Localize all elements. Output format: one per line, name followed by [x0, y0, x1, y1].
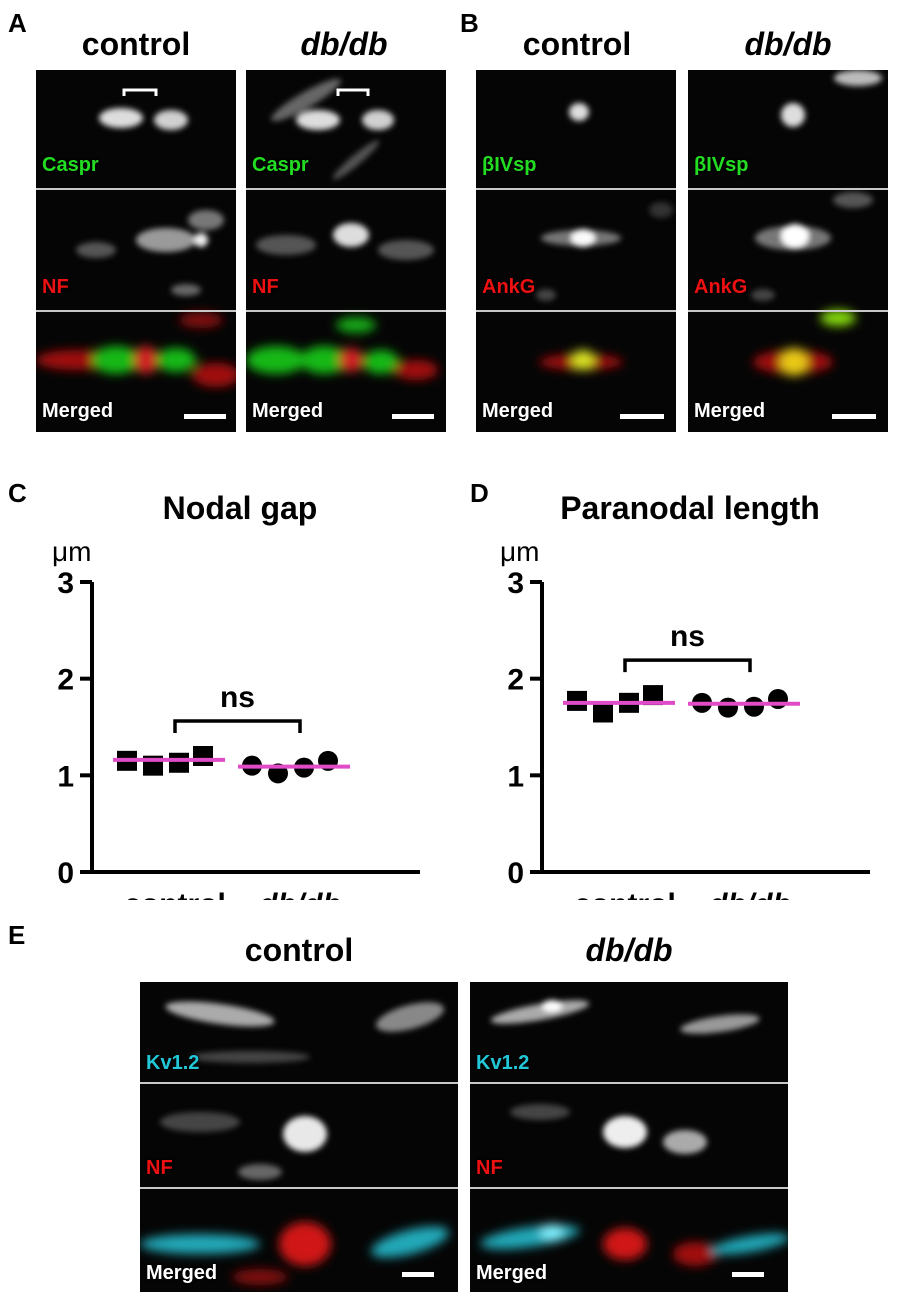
divider — [470, 1082, 788, 1084]
channel-label-merged: Merged — [476, 1262, 548, 1284]
panel-e-image-dbdb: Kv1.2 NF Merged — [470, 982, 788, 1292]
panel-d-chart: 0 1 2 3 control db/db ns — [507, 567, 870, 900]
panel-c-letter: C — [8, 478, 27, 508]
data-point-circle — [744, 696, 764, 717]
panel-a-image-dbdb: Caspr NF Merged — [246, 70, 446, 432]
y-tick-label: 1 — [507, 760, 524, 793]
channel-label-merged: Merged — [694, 400, 766, 422]
channel-label-merged: Merged — [146, 1262, 218, 1284]
channel-label-ankg: AnkG — [694, 276, 748, 298]
panel-d-title: Paranodal length — [560, 490, 820, 526]
divider — [476, 188, 676, 190]
scale-bar — [184, 414, 226, 419]
panel-e-letter: E — [8, 920, 26, 950]
channel-label-bivsp: βIVsp — [694, 154, 749, 176]
x-tick-label: control — [574, 888, 676, 900]
divider — [688, 188, 888, 190]
panel-c-ylabel: μm — [52, 536, 92, 567]
panel-b-col-dbdb: db/db — [744, 26, 832, 62]
y-tick-label: 0 — [507, 857, 524, 890]
significance-bracket — [623, 658, 752, 673]
panel-b-image-control-art — [536, 103, 673, 370]
divider — [246, 310, 446, 312]
panel-d-ylabel: μm — [500, 536, 540, 567]
y-tick-label: 3 — [507, 567, 524, 600]
channel-label-nf: NF — [146, 1157, 173, 1179]
divider — [36, 310, 236, 312]
divider — [246, 188, 446, 190]
panel-e-col-control: control — [244, 932, 354, 968]
y-tick-label: 3 — [57, 567, 74, 600]
panel-e-image-control: Kv1.2 NF Merged — [140, 982, 458, 1292]
channel-label-nf: NF — [476, 1157, 503, 1179]
scale-bar — [402, 1272, 434, 1277]
data-point-square — [643, 685, 663, 706]
panel-b-letter: B — [460, 8, 479, 38]
panel-a-letter: A — [8, 8, 27, 38]
significance-label: ns — [220, 681, 255, 714]
x-tick-label: db/db — [259, 888, 341, 900]
y-tick-label: 0 — [57, 857, 74, 890]
panel-a-image-control-art — [36, 88, 236, 387]
panel-b-image-control: βIVsp AnkG Merged — [476, 70, 676, 432]
panel-c-title: Nodal gap — [162, 490, 318, 526]
y-tick-label: 2 — [507, 664, 524, 697]
y-tick-label: 2 — [57, 664, 74, 697]
y-tick-label: 1 — [57, 760, 74, 793]
channel-label-merged: Merged — [252, 400, 324, 422]
x-tick-label: db/db — [709, 888, 791, 900]
divider — [140, 1082, 458, 1084]
panel-b-image-dbdb-art — [751, 70, 882, 376]
data-point-square — [593, 702, 613, 723]
channel-label-bivsp: βIVsp — [482, 154, 537, 176]
panel-a-image-dbdb-art — [246, 78, 438, 380]
channel-label-caspr: Caspr — [252, 154, 309, 176]
channel-label-kv12: Kv1.2 — [146, 1052, 200, 1074]
x-tick-label: control — [124, 888, 226, 900]
panel-b-col-control: control — [522, 26, 632, 62]
divider — [140, 1187, 458, 1189]
channel-label-nf: NF — [42, 276, 69, 298]
panel-a-col-dbdb: db/db — [300, 26, 388, 62]
channel-label-merged: Merged — [42, 400, 114, 422]
scale-bar — [732, 1272, 764, 1277]
channel-label-merged: Merged — [482, 400, 554, 422]
scale-bar — [620, 414, 664, 419]
panel-c-chart: 0 1 2 3 control db/db ns — [57, 567, 420, 900]
significance-bracket — [173, 719, 302, 733]
panel-b-image-dbdb: βIVsp AnkG Merged — [688, 70, 888, 432]
data-point-square — [193, 746, 213, 766]
significance-label: ns — [670, 620, 705, 653]
divider — [470, 1187, 788, 1189]
panel-a-image-control: Caspr NF Merged — [36, 70, 236, 432]
data-point-square — [169, 752, 189, 773]
panel-a-col-control: control — [81, 26, 191, 62]
panel-e-image-control-art — [140, 1001, 449, 1285]
scale-bar — [832, 414, 876, 419]
scale-bar — [392, 414, 434, 419]
panel-e-col-dbdb: db/db — [585, 932, 673, 968]
channel-label-caspr: Caspr — [42, 154, 99, 176]
panel-d-letter: D — [470, 478, 489, 508]
divider — [36, 188, 236, 190]
panel-e-image-dbdb-art — [480, 1000, 788, 1266]
channel-label-kv12: Kv1.2 — [476, 1052, 530, 1074]
data-point-circle — [718, 697, 738, 718]
divider — [688, 310, 888, 312]
channel-label-ankg: AnkG — [482, 276, 536, 298]
channel-label-nf: NF — [252, 276, 279, 298]
data-point-circle — [768, 688, 788, 709]
divider — [476, 310, 676, 312]
